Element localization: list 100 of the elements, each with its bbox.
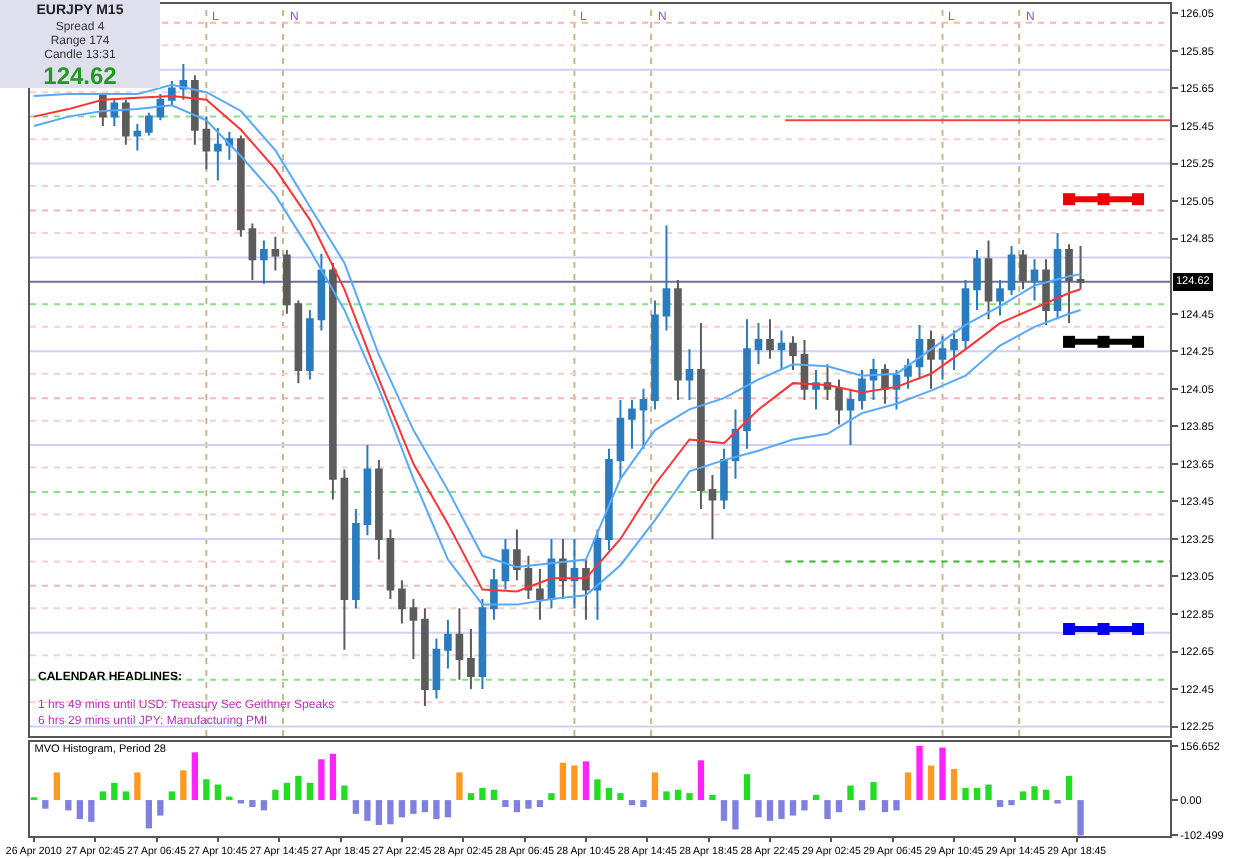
point [1097,335,1110,348]
candlestick [444,618,452,670]
candlestick [352,507,360,610]
bar [778,800,785,820]
bar [214,784,222,801]
candlestick [846,387,855,447]
bar [283,782,291,801]
bar [559,762,567,801]
candlestick [789,335,797,371]
candlestick [536,567,544,621]
candlestick [915,323,924,381]
bar [571,765,578,801]
bar [145,800,153,829]
candlestick [812,369,820,411]
candlestick [1019,248,1027,291]
bar [881,800,889,813]
candlestick [720,447,728,510]
bar [904,772,912,801]
candlestick [1076,245,1085,291]
candlestick [766,318,774,360]
candlestick [375,459,383,561]
point [1132,623,1145,636]
bar [134,772,141,801]
candlestick [513,528,521,582]
bar [755,800,762,818]
candlestick [973,248,981,311]
candlestick [467,628,475,691]
candlestick [1007,245,1016,296]
bar [617,793,624,801]
candlestick [743,318,751,450]
candlestick [777,329,786,371]
bar [789,800,797,816]
candlestick [1030,258,1039,302]
candlestick [800,338,809,402]
candlestick [1065,243,1073,325]
bar [53,772,60,801]
candlestick [478,597,487,691]
candlestick [294,299,303,385]
candlestick [133,123,142,152]
candlestick [651,299,659,411]
candlestick [927,329,935,390]
bar [743,774,751,801]
bar [467,793,475,801]
candlestick [283,248,291,315]
bar [1077,800,1084,836]
bar [801,800,808,811]
candlestick [237,134,245,238]
bar [812,794,820,801]
candlestick [869,357,878,402]
bar [985,784,992,801]
candlestick [570,537,579,610]
bar [950,768,958,801]
bar [835,800,843,813]
bar [582,761,590,801]
bar [996,800,1004,807]
bar [490,789,498,801]
point [1132,193,1145,206]
bar [111,782,118,801]
bar [306,782,314,801]
candlestick [1042,258,1050,326]
candlestick [961,278,970,351]
bar [444,800,452,818]
bar [663,791,670,801]
candlestick [110,98,119,127]
candlestick [145,111,153,137]
bar [674,789,682,801]
bar [605,787,613,801]
candlestick [892,369,901,411]
bar [329,753,337,801]
point [1063,623,1076,636]
bar [640,800,647,807]
candlestick [662,224,671,332]
bar [1019,791,1027,801]
point [1097,623,1110,636]
bar [318,759,325,801]
bar [191,752,199,801]
candlestick [455,607,464,681]
bar [766,800,774,821]
bar [628,800,636,806]
bar [513,800,521,813]
candlestick [409,597,418,661]
bar [720,800,728,821]
bar [548,793,555,801]
candlestick [317,252,326,332]
bar [88,800,95,822]
candlestick [754,322,763,366]
bar [1031,786,1038,801]
candlestick [421,607,429,707]
candlestick [363,444,372,537]
bar [42,800,49,809]
candlestick [271,235,280,272]
bar [65,800,72,811]
bar [99,791,107,801]
candlestick [248,222,257,281]
candlestick [708,474,717,540]
bar [709,794,716,801]
candlestick [904,357,912,390]
bar [870,782,877,801]
candlestick [122,98,130,146]
candlestick [501,537,510,591]
